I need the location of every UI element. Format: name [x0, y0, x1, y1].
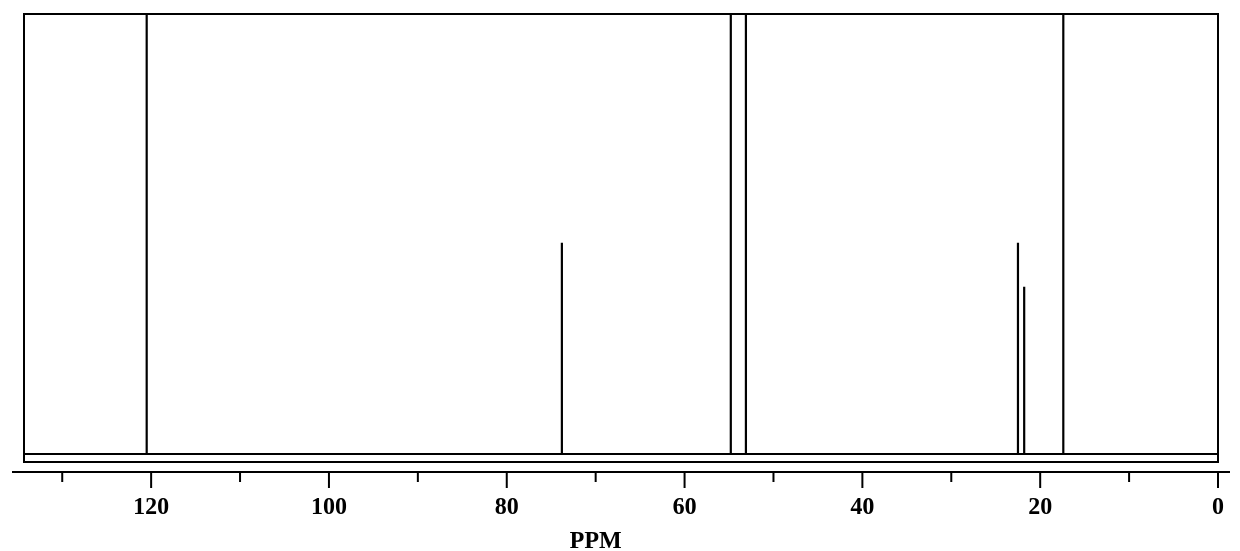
major-ticks-group: [151, 472, 1218, 488]
plot-frame: [24, 14, 1218, 462]
tick-label: 40: [850, 494, 874, 520]
minor-ticks-group: [62, 472, 1129, 482]
x-axis-label: PPM: [570, 528, 622, 551]
tick-label: 100: [311, 494, 347, 520]
tick-label: 120: [133, 494, 169, 520]
tick-label: 20: [1028, 494, 1052, 520]
tick-label: 60: [673, 494, 697, 520]
tick-labels-group: 0 20 40 60 80 100 120: [133, 494, 1224, 520]
tick-label: 0: [1212, 494, 1224, 520]
tick-label: 80: [495, 494, 519, 520]
nmr-spectrum-plot: 0 20 40 60 80 100 120 PPM: [0, 0, 1240, 551]
